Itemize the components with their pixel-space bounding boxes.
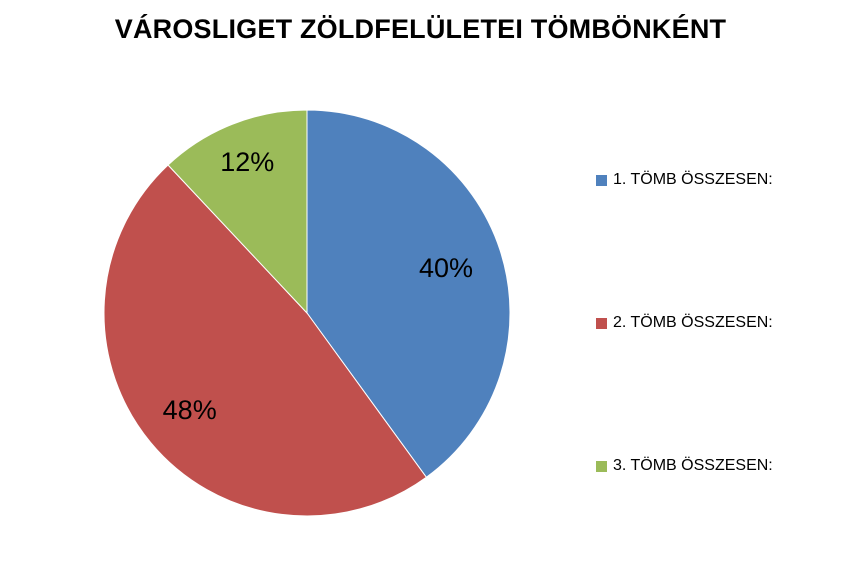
legend-swatch bbox=[596, 460, 607, 472]
chart-title: VÁROSLIGET ZÖLDFELÜLETEI TÖMBÖNKÉNT bbox=[114, 14, 727, 44]
legend-swatch bbox=[596, 174, 607, 186]
legend-item-1: 1. TÖMB ÖSSZESEN: bbox=[596, 170, 773, 190]
legend-label: 3. TÖMB ÖSSZESEN: bbox=[613, 457, 773, 474]
pie-slice-2 bbox=[103, 164, 428, 517]
legend-item-2: 2. TÖMB ÖSSZESEN: bbox=[596, 313, 773, 333]
slice-label-3: 12% bbox=[220, 147, 274, 177]
slice-label-1: 40% bbox=[419, 253, 473, 283]
legend-label: 2. TÖMB ÖSSZESEN: bbox=[613, 314, 773, 331]
legend-label: 1. TÖMB ÖSSZESEN: bbox=[613, 171, 773, 188]
legend-item-3: 3. TÖMB ÖSSZESEN: bbox=[596, 456, 773, 476]
pie-slices bbox=[103, 109, 511, 517]
pie-slice-labels: 40% 48% 12% bbox=[163, 147, 473, 425]
pie-slice-3 bbox=[167, 109, 308, 315]
slice-label-2: 48% bbox=[163, 395, 217, 425]
legend-swatch bbox=[596, 317, 607, 329]
pie-slice-1 bbox=[306, 109, 511, 478]
